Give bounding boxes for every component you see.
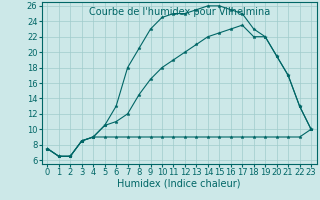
X-axis label: Humidex (Indice chaleur): Humidex (Indice chaleur) bbox=[117, 179, 241, 189]
Text: Courbe de l'humidex pour Vilhelmina: Courbe de l'humidex pour Vilhelmina bbox=[89, 7, 270, 17]
